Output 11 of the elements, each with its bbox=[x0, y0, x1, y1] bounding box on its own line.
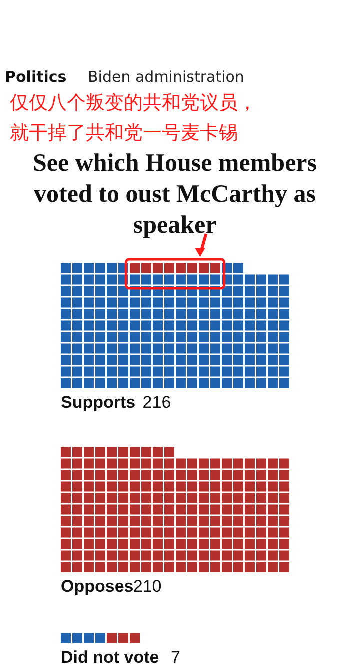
text: Biden administration bbox=[88, 68, 244, 86]
data-label: 216 bbox=[142, 393, 172, 412]
category-label: Opposes bbox=[61, 577, 134, 596]
text: 就干掉了共和党一号麦卡锡 bbox=[10, 122, 238, 144]
data-label: 210 bbox=[133, 577, 162, 596]
category-label: Did not vote bbox=[61, 648, 160, 667]
data-label: 7 bbox=[171, 648, 180, 667]
category-label: Supports bbox=[61, 393, 136, 412]
text: Politics bbox=[5, 68, 67, 86]
text: See which House members voted to oust McCarthy as speaker bbox=[33, 150, 318, 239]
text: 仅仅八个叛变的共和党议员， bbox=[10, 92, 257, 114]
